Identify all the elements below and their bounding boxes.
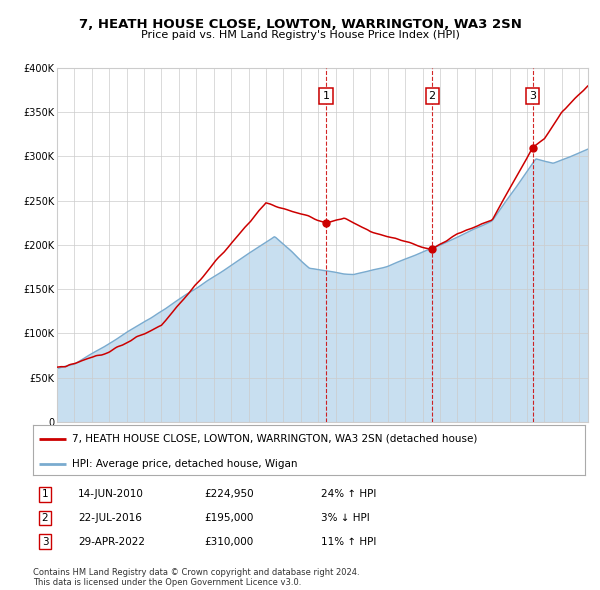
Text: 3% ↓ HPI: 3% ↓ HPI bbox=[321, 513, 370, 523]
Text: 7, HEATH HOUSE CLOSE, LOWTON, WARRINGTON, WA3 2SN (detached house): 7, HEATH HOUSE CLOSE, LOWTON, WARRINGTON… bbox=[71, 434, 477, 444]
Text: 3: 3 bbox=[529, 91, 536, 101]
Text: 1: 1 bbox=[41, 490, 49, 499]
Text: 22-JUL-2016: 22-JUL-2016 bbox=[78, 513, 142, 523]
Text: 29-APR-2022: 29-APR-2022 bbox=[78, 537, 145, 546]
Text: 14-JUN-2010: 14-JUN-2010 bbox=[78, 490, 144, 499]
Text: 2: 2 bbox=[41, 513, 49, 523]
Text: HPI: Average price, detached house, Wigan: HPI: Average price, detached house, Wiga… bbox=[71, 459, 297, 469]
Text: £310,000: £310,000 bbox=[204, 537, 253, 546]
Text: Contains HM Land Registry data © Crown copyright and database right 2024.
This d: Contains HM Land Registry data © Crown c… bbox=[33, 568, 359, 587]
Text: 1: 1 bbox=[322, 91, 329, 101]
Text: 24% ↑ HPI: 24% ↑ HPI bbox=[321, 490, 376, 499]
Text: £224,950: £224,950 bbox=[204, 490, 254, 499]
Text: 7, HEATH HOUSE CLOSE, LOWTON, WARRINGTON, WA3 2SN: 7, HEATH HOUSE CLOSE, LOWTON, WARRINGTON… bbox=[79, 18, 521, 31]
Text: Price paid vs. HM Land Registry's House Price Index (HPI): Price paid vs. HM Land Registry's House … bbox=[140, 30, 460, 40]
Text: 3: 3 bbox=[41, 537, 49, 546]
Text: £195,000: £195,000 bbox=[204, 513, 253, 523]
Text: 2: 2 bbox=[428, 91, 436, 101]
Text: 11% ↑ HPI: 11% ↑ HPI bbox=[321, 537, 376, 546]
